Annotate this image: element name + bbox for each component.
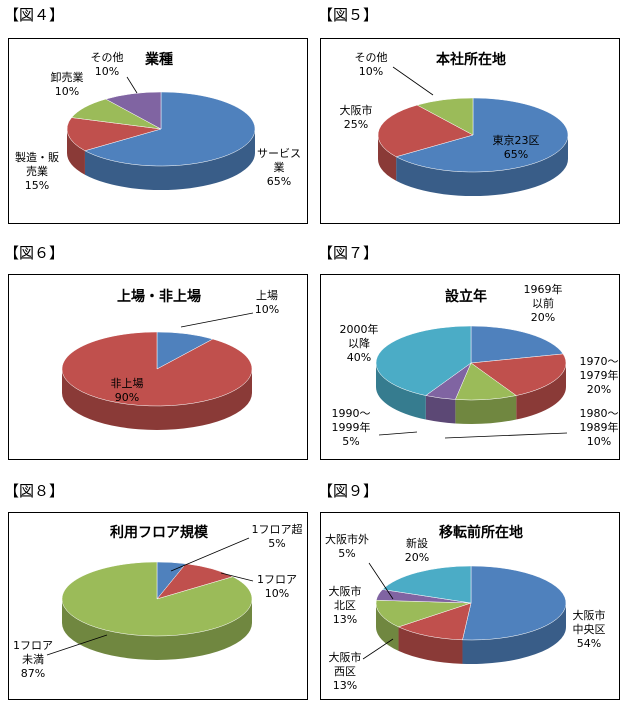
chart-title: 設立年 bbox=[445, 288, 487, 305]
chart-panel-floor-size: 利用フロア規模 1フロア超 5% 1フロア 10% 1フロア未満 87% bbox=[8, 512, 308, 700]
chart-title: 本社所在地 bbox=[436, 51, 506, 68]
pie-side-slice-0 bbox=[84, 129, 256, 191]
pie-slice-1 bbox=[377, 104, 474, 158]
leader-line-3 bbox=[378, 431, 418, 436]
pie-side-slice-1 bbox=[62, 369, 252, 430]
chart-title: 業種 bbox=[144, 51, 173, 68]
pie-slice-2 bbox=[416, 97, 474, 136]
leader-line-2 bbox=[444, 432, 568, 439]
pie-chart-listing: 上場・非上場 上場 10% 非上場 90% bbox=[61, 288, 279, 430]
figure-label-7: 【図７】 bbox=[318, 244, 379, 262]
chart-panel-founding-year: 設立年 1969年以前 20% 1970～ 1979年 20% 1980～ 1989年 10% 1… bbox=[320, 274, 620, 460]
pie-side-slice-1 bbox=[516, 363, 566, 420]
leader-line-0 bbox=[180, 312, 254, 328]
leader-line-2 bbox=[392, 66, 434, 96]
pie-slice-0 bbox=[84, 91, 256, 167]
pie-slice-1 bbox=[470, 353, 567, 396]
pie-slice-1 bbox=[61, 331, 253, 407]
leader-line-1 bbox=[362, 638, 394, 660]
chart-title: 上場・非上場 bbox=[117, 288, 201, 305]
figure-label-6: 【図６】 bbox=[4, 244, 65, 262]
slice-label-3: 1990～ 1999年 5% bbox=[332, 407, 371, 448]
pie-slice-4 bbox=[382, 565, 472, 604]
pie-slice-2 bbox=[375, 599, 472, 628]
chart-title: 移転前所在地 bbox=[439, 524, 523, 541]
slice-label-1: 1970～ 1979年 20% bbox=[580, 355, 619, 396]
chart-panel-previous-location: 移転前所在地大阪市中央区 54% 大阪市西区 13% 大阪市北区 13% 大阪市外 5% 新設 2… bbox=[320, 512, 620, 700]
chart-panel-listing: 上場・非上場 上場 10% 非上場 90% bbox=[8, 274, 308, 460]
pie-side-slice-1 bbox=[398, 626, 463, 664]
pie-slice-1 bbox=[397, 602, 472, 641]
slice-label-4: 2000年以降 40% bbox=[340, 322, 379, 364]
pie-chart-floor-size: 利用フロア規模 1フロア超 5% 1フロア 10% 1フロア未満 87% bbox=[13, 522, 303, 680]
pie-slice-1 bbox=[66, 117, 162, 152]
figure-label-5: 【図５】 bbox=[318, 6, 379, 24]
pie-side-slice-0 bbox=[396, 135, 568, 196]
pie-side-slice-2 bbox=[455, 395, 517, 424]
pie-slice-0 bbox=[395, 97, 569, 173]
chart-panel-industry: 業種サービス業 65% 製造・販売業 15% 卸売業 10% その他 10% bbox=[8, 38, 308, 224]
slice-label-0: 東京23区 65% bbox=[493, 133, 540, 161]
pie-slice-2 bbox=[61, 561, 253, 637]
pie-slice-0 bbox=[470, 325, 564, 364]
pie-side-walls bbox=[62, 369, 252, 430]
leader-line-1 bbox=[220, 572, 254, 582]
slice-label-2: 1980～ 1989年 10% bbox=[580, 407, 619, 448]
slice-label-0: 1フロア超 5% bbox=[252, 522, 303, 550]
pie-slice-3 bbox=[105, 91, 162, 130]
slice-label-3: その他 10% bbox=[91, 51, 124, 78]
figure-label-4: 【図４】 bbox=[4, 6, 65, 24]
slice-label-0: サービス業 65% bbox=[257, 147, 301, 188]
slice-label-2: 1フロア未満 87% bbox=[13, 639, 53, 680]
pie-side-slice-2 bbox=[62, 599, 252, 660]
pie-side-slice-0 bbox=[462, 603, 566, 664]
figure-label-9: 【図９】 bbox=[318, 482, 379, 500]
pie-side-walls bbox=[376, 363, 566, 424]
pie-chart-founding-year: 設立年 1969年以前 20% 1970～ 1979年 20% 1980～ 1989年 10% 1… bbox=[332, 282, 619, 448]
slice-label-2: 大阪市北区 13% bbox=[329, 584, 362, 626]
pie-slice-0 bbox=[462, 565, 567, 641]
slice-label-4: 新設 20% bbox=[405, 536, 429, 564]
slice-label-2: その他 10% bbox=[355, 51, 388, 78]
pie-side-slice-4 bbox=[376, 363, 426, 420]
slice-label-0: 上場 10% bbox=[255, 289, 279, 316]
leader-line-0 bbox=[170, 537, 250, 572]
slice-label-0: 大阪市中央区 54% bbox=[573, 608, 606, 650]
pie-side-slice-3 bbox=[425, 395, 456, 424]
slice-label-3: 大阪市外 5% bbox=[325, 532, 369, 560]
chart-title: 利用フロア規模 bbox=[110, 524, 209, 541]
slice-label-2: 卸売業 10% bbox=[51, 70, 84, 98]
slice-label-1: 製造・販売業 15% bbox=[15, 150, 59, 192]
slice-label-0: 1969年以前 20% bbox=[524, 282, 563, 324]
figure-label-8: 【図８】 bbox=[4, 482, 65, 500]
leader-line-3 bbox=[368, 562, 394, 600]
chart-panel-headquarters: 本社所在地東京23区 65% 大阪市 25% その他 10% bbox=[320, 38, 620, 224]
slice-label-1: 1フロア 10% bbox=[257, 573, 297, 600]
pie-side-walls bbox=[62, 599, 252, 660]
leader-line-2 bbox=[46, 634, 108, 656]
slice-label-1: 非上場 90% bbox=[111, 377, 144, 404]
pie-slice-4 bbox=[375, 325, 472, 396]
slice-label-1: 大阪市西区 13% bbox=[329, 650, 362, 692]
leader-line-3 bbox=[126, 76, 138, 94]
slice-label-1: 大阪市 25% bbox=[340, 103, 373, 131]
